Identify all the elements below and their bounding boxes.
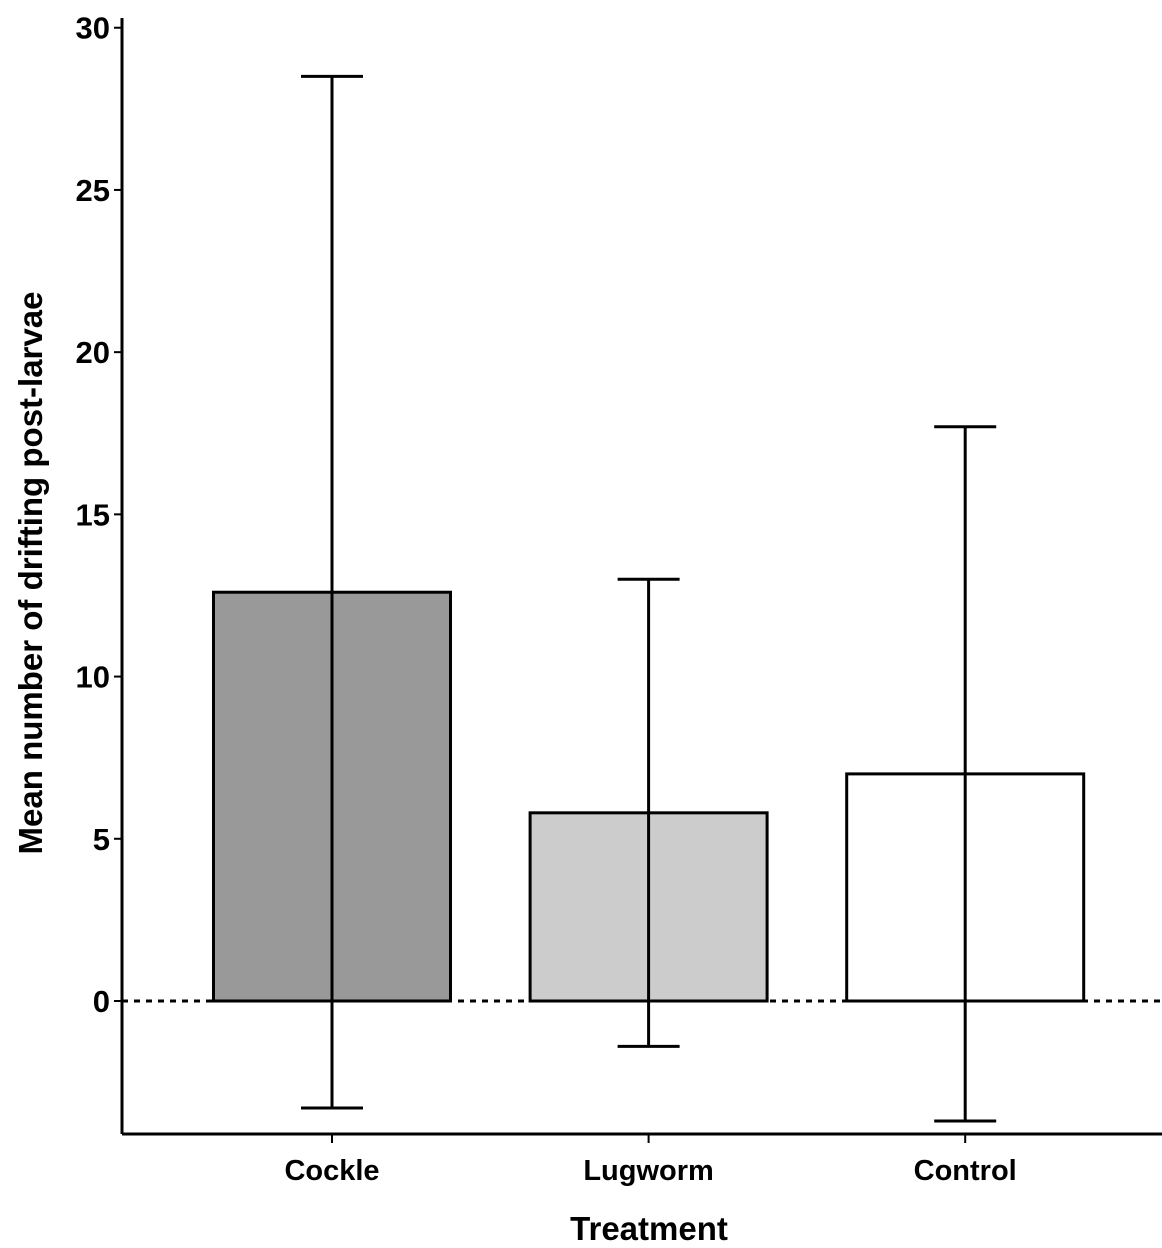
x-axis-label: Treatment (570, 1210, 728, 1243)
y-tick-label: 25 (76, 173, 110, 208)
x-tick-label: Lugworm (583, 1155, 714, 1187)
y-tick-label: 20 (76, 335, 110, 370)
x-tick-label: Cockle (284, 1155, 379, 1187)
y-tick-label: 5 (93, 822, 110, 857)
y-tick-label: 15 (76, 497, 110, 532)
y-tick-label: 0 (93, 984, 110, 1019)
y-axis-label: Mean number of drifting post-larvae (12, 292, 49, 855)
x-tick-label: Control (914, 1155, 1017, 1187)
y-tick-label: 10 (76, 660, 110, 695)
y-tick-label: 30 (76, 11, 110, 46)
